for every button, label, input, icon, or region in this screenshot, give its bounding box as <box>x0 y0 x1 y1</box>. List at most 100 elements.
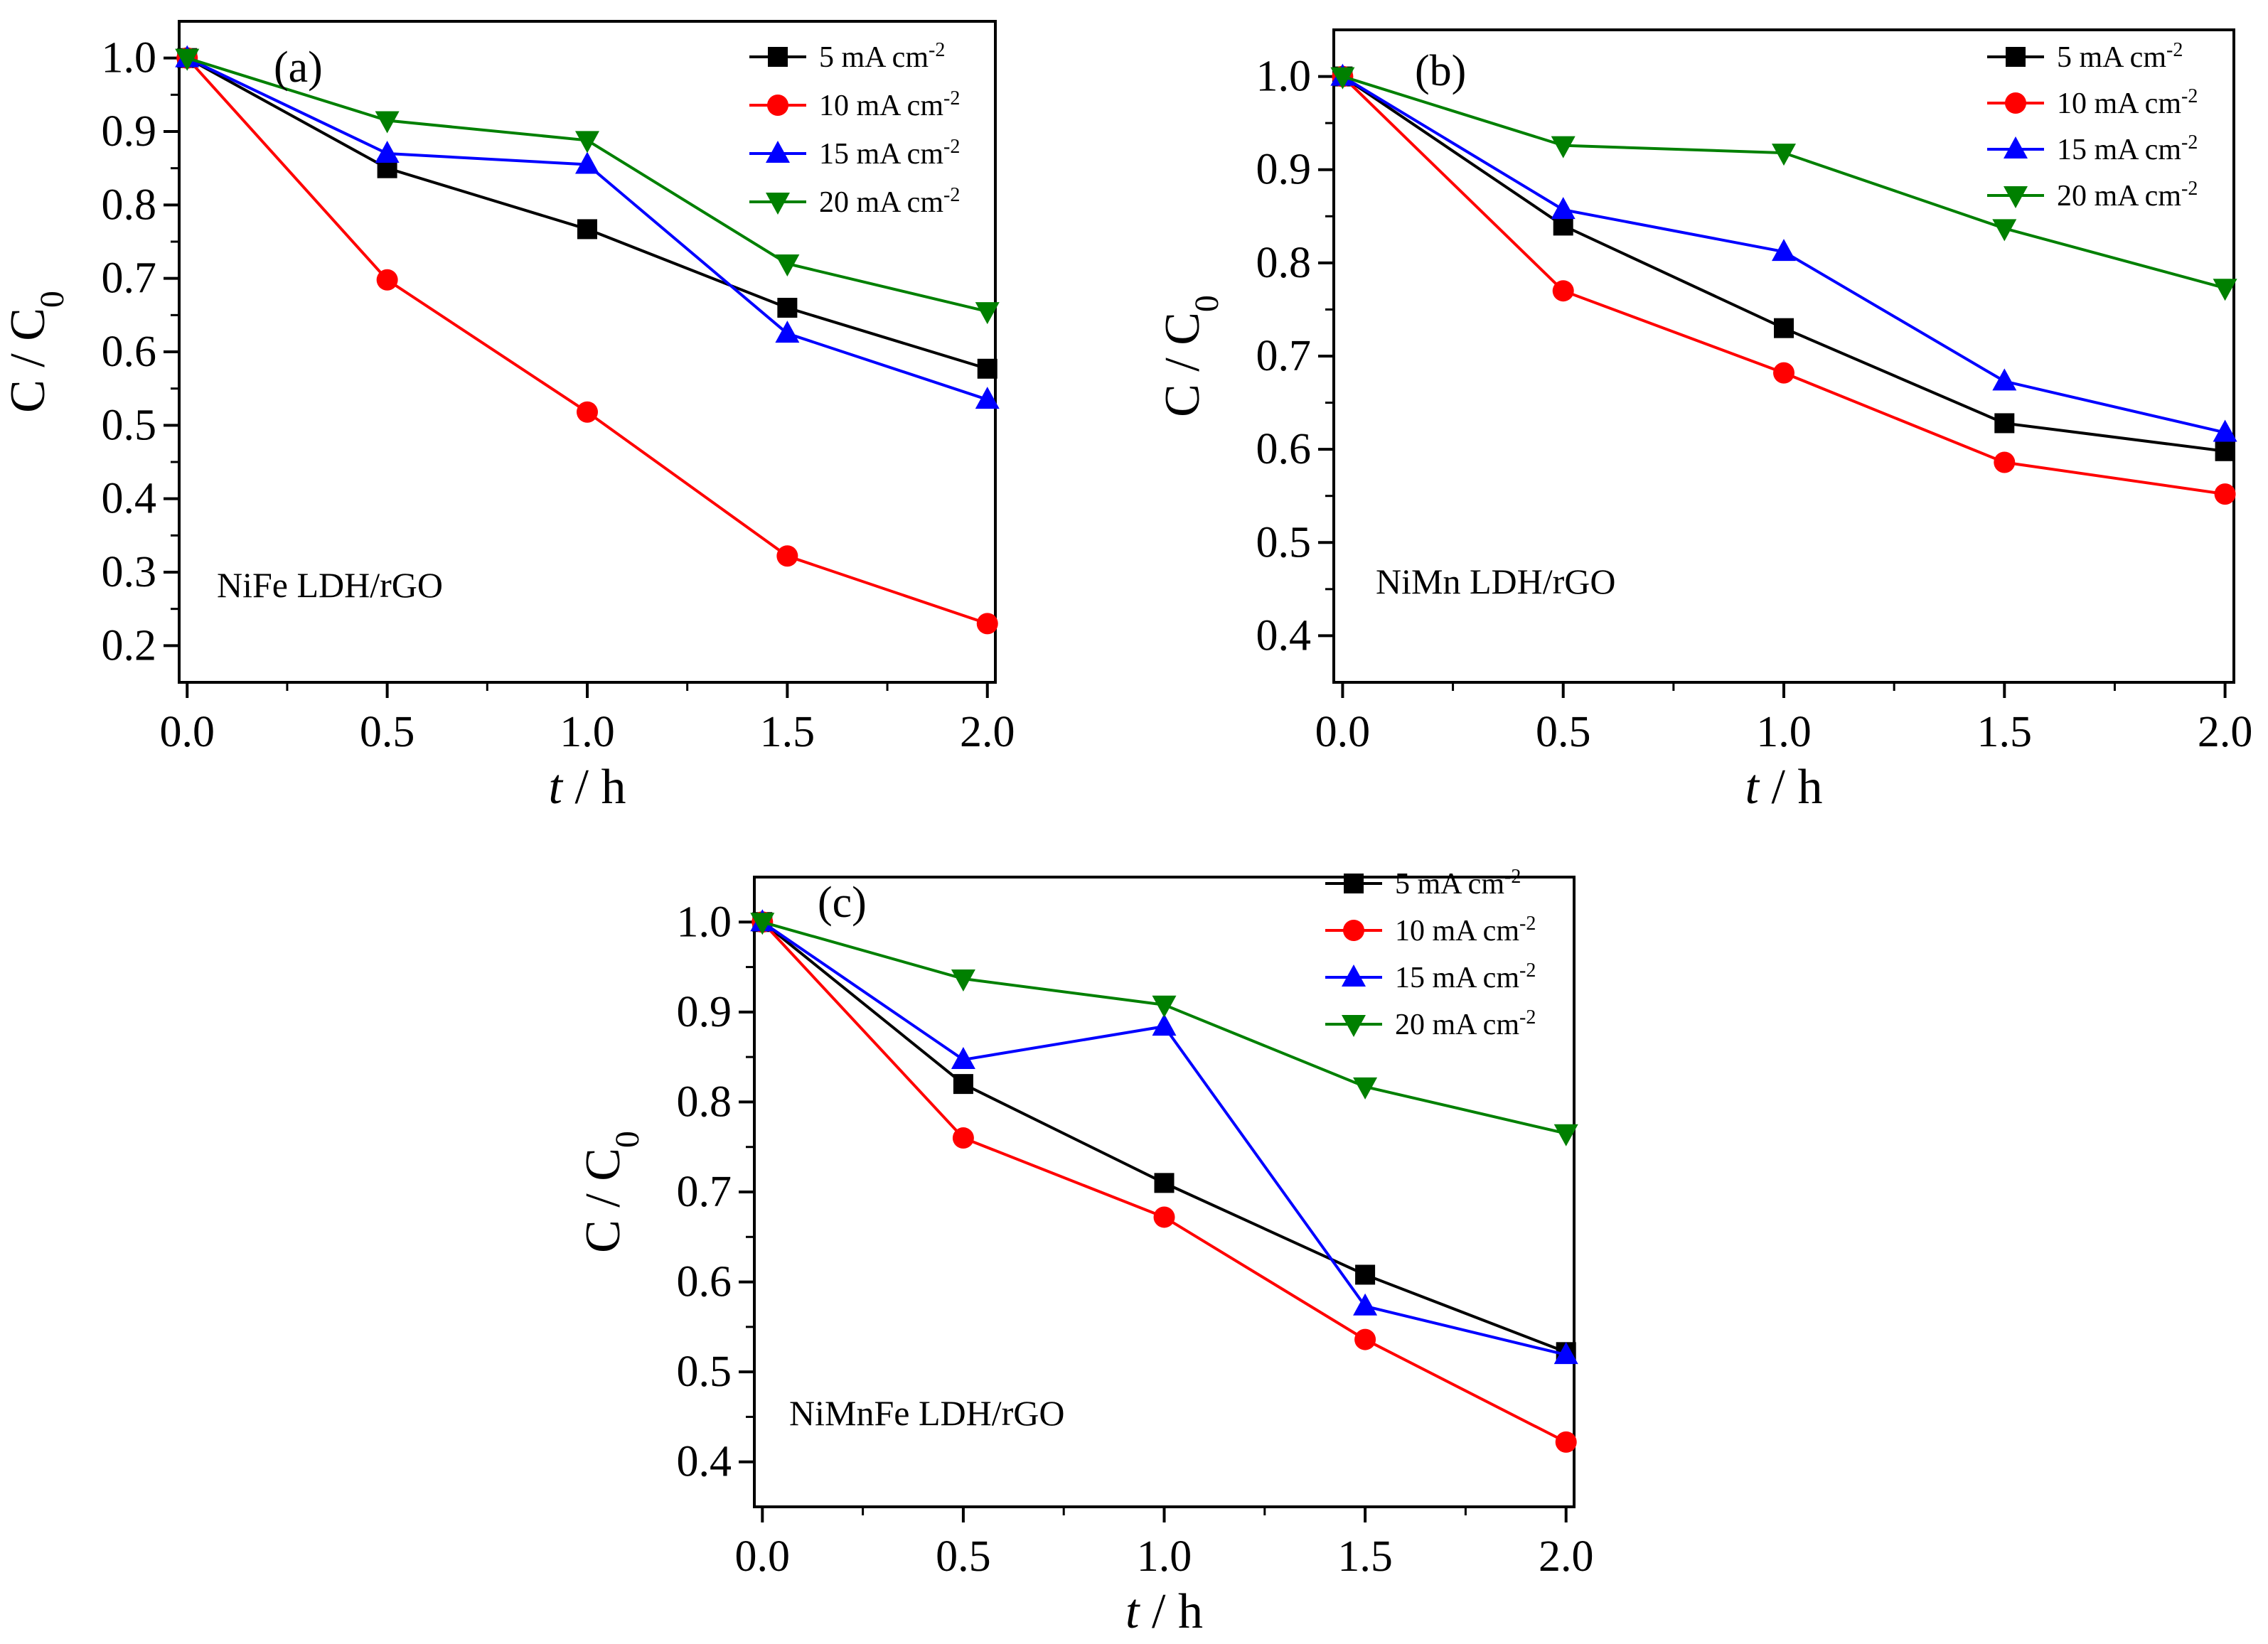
data-point <box>975 387 1000 409</box>
legend-marker <box>2004 136 2028 159</box>
panel-b: 0.0 0.5 1.0 1.5 2.00.40.50.60.70.80.91.0t / … <box>1155 28 2252 815</box>
x-tick-label: 1.5 <box>760 708 815 756</box>
data-point <box>577 401 598 423</box>
panel-letter: (c) <box>818 879 867 927</box>
y-tick-label: 0.7 <box>1256 332 1312 380</box>
data-point <box>1772 239 1796 262</box>
y-axis-title: C / C0 <box>576 1131 646 1253</box>
data-point <box>1153 1206 1175 1228</box>
legend-marker <box>2006 47 2026 67</box>
data-point <box>1555 1431 1577 1453</box>
y-tick-label: 1.0 <box>1256 53 1312 101</box>
y-tick-label: 0.7 <box>677 1168 732 1216</box>
legend-marker <box>768 47 788 67</box>
data-point <box>1152 1014 1177 1036</box>
panel-a: 0.0 0.5 1.0 1.5 2.0 0.2 0.3 0.4 0.5 0.6 0.7 0.8 0.9 1… <box>1 20 1015 815</box>
data-point <box>1774 318 1794 338</box>
y-axis-title: C / C0 <box>1155 295 1226 417</box>
data-point <box>2213 419 2237 442</box>
data-point <box>1773 362 1794 384</box>
legend-label: 15 mA cm-2 <box>1395 960 1536 995</box>
legend-label: 5 mA cm-2 <box>819 39 945 75</box>
legend: 5 mA cm-2 10 mA cm-2 15 mA cm-2 20 mA cm-2 <box>749 39 960 219</box>
y-tick-label: 0.5 <box>1256 518 1312 566</box>
x-axis-title: t / h <box>1125 1584 1203 1639</box>
data-point <box>1772 144 1796 166</box>
x-tick-label: 0.0 <box>735 1532 791 1581</box>
legend: 5 mA cm-2 10 mA cm-2 15 mA cm-2 20 mA cm-2 <box>1987 39 2198 213</box>
x-tick-label: 0.0 <box>1315 708 1371 756</box>
panel-c: 0.0 0.5 1.0 1.5 2.00.40.50.60.70.80.91.0t / … <box>576 866 1593 1640</box>
series-4 <box>750 913 1578 1146</box>
sample-label: NiMn LDH/rGO <box>1376 562 1615 601</box>
data-point <box>1353 1293 1378 1316</box>
x-tick-label: 0.5 <box>360 708 415 756</box>
data-point <box>1551 197 1576 220</box>
y-tick-label: 0.5 <box>677 1348 732 1396</box>
sample-label: NiFe LDH/rGO <box>217 565 443 605</box>
y-tick-label: 0.7 <box>102 254 157 303</box>
legend-label: 20 mA cm-2 <box>1395 1006 1536 1042</box>
series-3 <box>1330 63 2237 442</box>
panel-letter: (b) <box>1415 47 1466 95</box>
y-tick-label: 0.6 <box>677 1258 732 1306</box>
y-tick-label: 0.9 <box>1256 146 1312 194</box>
legend-marker <box>1343 920 1364 941</box>
legend-marker <box>1344 874 1364 893</box>
data-point <box>175 48 200 71</box>
x-tick-label: 0.5 <box>1536 708 1591 756</box>
y-tick-label: 1.0 <box>102 34 157 82</box>
y-tick-label: 0.3 <box>102 548 157 596</box>
x-axis-title: t / h <box>1745 760 1823 815</box>
y-axis-title: C / C0 <box>1 291 71 413</box>
data-point <box>2214 483 2236 505</box>
y-tick-label: 0.9 <box>102 107 157 156</box>
legend-marker <box>767 95 788 116</box>
legend-label: 15 mA cm-2 <box>819 136 960 171</box>
series-4 <box>1330 67 2237 301</box>
data-point <box>2215 441 2235 461</box>
data-point <box>1553 1342 1578 1365</box>
data-point <box>951 969 975 992</box>
data-point <box>376 269 398 291</box>
legend-label: 10 mA cm-2 <box>1395 913 1536 948</box>
data-point <box>575 131 599 154</box>
data-point <box>775 321 800 343</box>
data-point <box>2213 279 2237 301</box>
legend-marker <box>1342 1015 1366 1037</box>
legend-marker <box>766 193 790 215</box>
legend-marker <box>766 141 790 163</box>
data-point <box>1994 413 2015 434</box>
data-point <box>1553 1124 1578 1146</box>
x-tick-label: 0.0 <box>160 708 215 756</box>
x-tick-label: 2.0 <box>960 708 1015 756</box>
y-tick-label: 0.4 <box>102 475 157 523</box>
y-tick-label: 0.4 <box>677 1438 732 1486</box>
data-point <box>1154 1173 1175 1193</box>
legend-marker <box>1342 965 1366 987</box>
data-point <box>1992 368 2017 391</box>
data-point <box>750 913 775 935</box>
legend-label: 20 mA cm-2 <box>2057 178 2198 213</box>
data-point <box>577 219 597 240</box>
y-tick-label: 0.8 <box>102 181 157 229</box>
sample-label: NiMnFe LDH/rGO <box>789 1393 1064 1433</box>
legend-label: 5 mA cm-2 <box>1395 866 1521 901</box>
x-tick-label: 1.5 <box>1337 1532 1393 1581</box>
data-point <box>375 111 400 134</box>
y-tick-label: 0.6 <box>102 328 157 376</box>
y-tick-label: 0.6 <box>1256 425 1312 473</box>
data-point <box>775 254 800 276</box>
data-point <box>975 302 1000 325</box>
legend-marker <box>2004 186 2028 208</box>
data-point <box>1355 1264 1376 1285</box>
data-point <box>575 151 599 174</box>
x-tick-label: 0.5 <box>936 1532 991 1581</box>
data-point <box>952 1127 974 1149</box>
data-point <box>1330 67 1355 90</box>
y-tick-label: 0.2 <box>102 621 157 670</box>
data-point <box>951 1046 975 1069</box>
data-point <box>1353 1077 1378 1100</box>
data-point <box>1992 219 2017 242</box>
